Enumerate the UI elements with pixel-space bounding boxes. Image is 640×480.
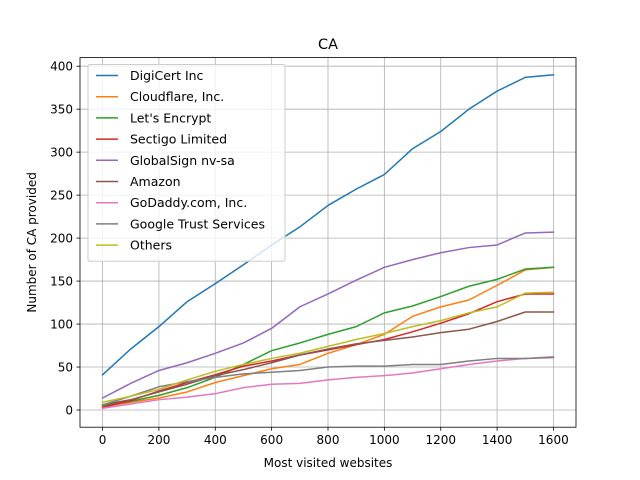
legend-label-let-s-encrypt: Let's Encrypt [130, 110, 211, 125]
x-tick-label: 1200 [425, 433, 456, 447]
x-tick-label: 400 [204, 433, 227, 447]
series-line-sectigo-limited [101, 293, 555, 409]
x-tick-label: 1400 [482, 433, 513, 447]
series-line-amazon [101, 311, 555, 406]
legend-label-digicert-inc: DigiCert Inc [130, 68, 204, 83]
y-tick-label: 200 [50, 231, 73, 245]
y-tick-label: 350 [50, 102, 73, 116]
series-line-others [101, 291, 555, 404]
legend-label-google-trust-services: Google Trust Services [130, 216, 265, 231]
legend-label-godaddy-com-inc: GoDaddy.com, Inc. [130, 195, 247, 210]
y-tick-label: 50 [58, 360, 73, 374]
y-tick-label: 300 [50, 145, 73, 159]
legend-label-globalsign-nv-sa: GlobalSign nv-sa [130, 153, 235, 168]
x-tick-label: 0 [99, 433, 107, 447]
legend-label-sectigo-limited: Sectigo Limited [130, 132, 227, 147]
x-axis-ticks: 0 200 400 600 800 1000 1200 1400 1600 [99, 427, 569, 447]
y-tick-label: 100 [50, 317, 73, 331]
y-tick-label: 250 [50, 188, 73, 202]
x-tick-label: 1600 [538, 433, 569, 447]
y-tick-label: 0 [65, 403, 73, 417]
chart-title: CA [318, 37, 338, 53]
y-axis-ticks: 0 50 100 150 200 250 300 350 400 [50, 59, 80, 417]
x-tick-label: 200 [147, 433, 170, 447]
legend-box [87, 64, 286, 262]
series-line-digicert-inc [101, 73, 555, 376]
legend-label-cloudflare-inc: Cloudflare, Inc. [130, 89, 224, 104]
x-tick-label: 600 [260, 433, 283, 447]
y-tick-label: 400 [50, 59, 73, 73]
series-line-godaddy-com-inc [101, 355, 555, 410]
x-tick-label: 1000 [369, 433, 400, 447]
legend-label-others: Others [130, 238, 172, 253]
y-tick-label: 150 [50, 274, 73, 288]
series-line-let-s-encrypt [101, 266, 555, 407]
x-tick-label: 800 [317, 433, 340, 447]
series-line-globalsign-nv-sa [101, 231, 555, 399]
series-lines [101, 73, 555, 410]
legend-label-amazon: Amazon [130, 174, 181, 189]
x-axis-label: Most visited websites [264, 456, 393, 470]
legend: DigiCert Inc Cloudflare, Inc. Let's Encryp… [87, 64, 286, 262]
series-line-cloudflare-inc [101, 266, 555, 408]
y-axis-label: Number of CA provided [25, 172, 39, 312]
